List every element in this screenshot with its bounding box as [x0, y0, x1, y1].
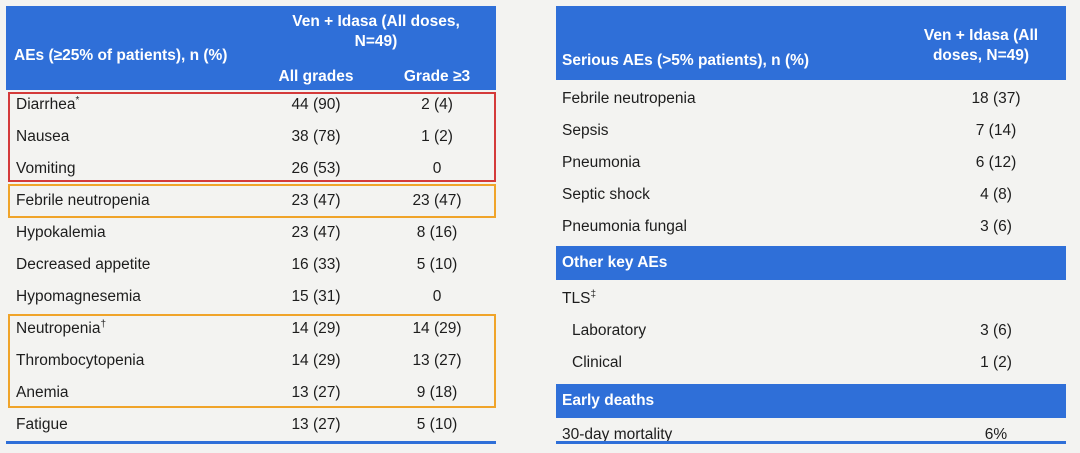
row-label: Vomiting — [16, 160, 76, 177]
row-label: Hypomagnesemia — [16, 288, 141, 305]
value-cell: 3 (6) — [980, 322, 1012, 339]
grade3-cell: 14 (29) — [412, 320, 462, 337]
table-row: Nausea 38 (78) 1 (2) — [6, 122, 496, 154]
all-grades-cell: 15 (31) — [291, 288, 341, 305]
left-col0-header: AEs (≥25% of patients), n (%) — [14, 47, 228, 64]
febrile-neutropenia-highlight-box — [8, 184, 496, 218]
row-label: Decreased appetite — [16, 256, 151, 273]
section-title: Early deaths — [562, 392, 655, 409]
table-row: Vomiting 26 (53) 0 — [6, 154, 496, 186]
left-col1-header: All grades — [278, 68, 354, 85]
table-row: TLS‡ — [556, 284, 1066, 316]
table-row: Fatigue 13 (27) 5 (10) — [6, 410, 496, 442]
grade3-cell: 8 (16) — [416, 224, 458, 241]
grade3-cell: 5 (10) — [416, 256, 458, 273]
grade3-cell: 13 (27) — [412, 352, 462, 369]
row-label: Febrile neutropenia — [16, 192, 150, 209]
right-col0-header: Serious AEs (>5% patients), n (%) — [562, 52, 810, 69]
all-grades-cell: 14 (29) — [291, 320, 341, 337]
row-label: Sepsis — [562, 122, 609, 139]
grade3-cell: 0 — [432, 288, 442, 305]
all-grades-cell: 44 (90) — [291, 96, 341, 113]
all-grades-cell: 14 (29) — [291, 352, 341, 369]
row-label: Pneumonia — [562, 154, 641, 171]
grade3-cell: 2 (4) — [421, 96, 453, 113]
row-label: Laboratory — [572, 322, 647, 339]
row-label: Nausea — [16, 128, 70, 145]
row-label: Neutropenia† — [16, 318, 107, 337]
row-label: Fatigue — [16, 416, 68, 433]
table-row: Thrombocytopenia 14 (29) 13 (27) — [6, 346, 496, 378]
gi-events-highlight-box — [8, 92, 496, 182]
table-row: Pneumonia fungal 3 (6) — [556, 212, 1066, 244]
value-cell: 6 (12) — [975, 154, 1017, 171]
table-row: Hypomagnesemia 15 (31) 0 — [6, 282, 496, 314]
all-grades-cell: 16 (33) — [291, 256, 341, 273]
grade3-cell: 0 — [432, 160, 442, 177]
table-row: Laboratory 3 (6) — [556, 316, 1066, 348]
left-group-header: Ven + Idasa (All doses, N=49) — [292, 13, 460, 50]
row-label: Anemia — [16, 384, 69, 401]
table-row: Neutropenia† 14 (29) 14 (29) — [6, 314, 496, 346]
section-title: Other key AEs — [562, 254, 668, 271]
value-cell: 3 (6) — [980, 218, 1012, 235]
table-row: Diarrhea* 44 (90) 2 (4) — [6, 90, 496, 122]
other-key-aes-section-header: Other key AEs — [556, 246, 1066, 280]
row-label: 30-day mortality — [562, 426, 673, 443]
left-bottom-rule — [6, 441, 496, 444]
row-label: Febrile neutropenia — [562, 90, 696, 107]
table-row: Decreased appetite 16 (33) 5 (10) — [6, 250, 496, 282]
table-row: 30-day mortality 6% — [556, 420, 1066, 452]
row-label: Septic shock — [562, 186, 650, 203]
all-grades-cell: 26 (53) — [291, 160, 341, 177]
left-table-body: Diarrhea* 44 (90) 2 (4) Nausea 38 (78) 1 (2)… — [6, 90, 496, 442]
value-cell: 1 (2) — [980, 354, 1012, 371]
all-grades-cell: 23 (47) — [291, 192, 341, 209]
grade3-cell: 23 (47) — [412, 192, 462, 209]
table-row: Pneumonia 6 (12) — [556, 148, 1066, 180]
grade3-cell: 1 (2) — [421, 128, 453, 145]
value-cell: 4 (8) — [980, 186, 1012, 203]
all-grades-cell: 13 (27) — [291, 416, 341, 433]
early-deaths-section-header: Early deaths — [556, 384, 1066, 418]
right-serious-ae-table: Serious AEs (>5% patients), n (%) Ven + … — [556, 6, 1066, 452]
value-cell: 7 (14) — [975, 122, 1017, 139]
grade3-cell: 5 (10) — [416, 416, 458, 433]
cytopenia-highlight-box — [8, 314, 496, 408]
table-row: Sepsis 7 (14) — [556, 116, 1066, 148]
grade3-cell: 9 (18) — [416, 384, 458, 401]
table-row: Hypokalemia 23 (47) 8 (16) — [6, 218, 496, 250]
right-group-header: Ven + Idasa (All doses, N=49) — [923, 27, 1039, 64]
row-label: Thrombocytopenia — [16, 352, 145, 369]
row-label: Hypokalemia — [16, 224, 106, 241]
table-row: Septic shock 4 (8) — [556, 180, 1066, 212]
row-label: Pneumonia fungal — [562, 218, 687, 235]
right-bottom-rule — [556, 441, 1066, 444]
row-label: TLS‡ — [562, 288, 596, 307]
table-row: Febrile neutropenia 23 (47) 23 (47) — [6, 186, 496, 218]
table-row: Febrile neutropenia 18 (37) — [556, 84, 1066, 116]
left-col2-header: Grade ≥3 — [403, 68, 471, 85]
row-label: Diarrhea* — [16, 94, 80, 113]
table-row: Clinical 1 (2) — [556, 348, 1066, 380]
table-row: Anemia 13 (27) 9 (18) — [6, 378, 496, 410]
left-ae-table: AEs (≥25% of patients), n (%) Ven + Idas… — [6, 6, 496, 442]
all-grades-cell: 23 (47) — [291, 224, 341, 241]
row-label: Clinical — [572, 354, 622, 371]
all-grades-cell: 13 (27) — [291, 384, 341, 401]
value-cell: 18 (37) — [971, 90, 1021, 107]
left-table-header: AEs (≥25% of patients), n (%) Ven + Idas… — [6, 6, 496, 90]
value-cell: 6% — [984, 426, 1008, 443]
all-grades-cell: 38 (78) — [291, 128, 341, 145]
right-table-header: Serious AEs (>5% patients), n (%) Ven + … — [556, 6, 1066, 80]
